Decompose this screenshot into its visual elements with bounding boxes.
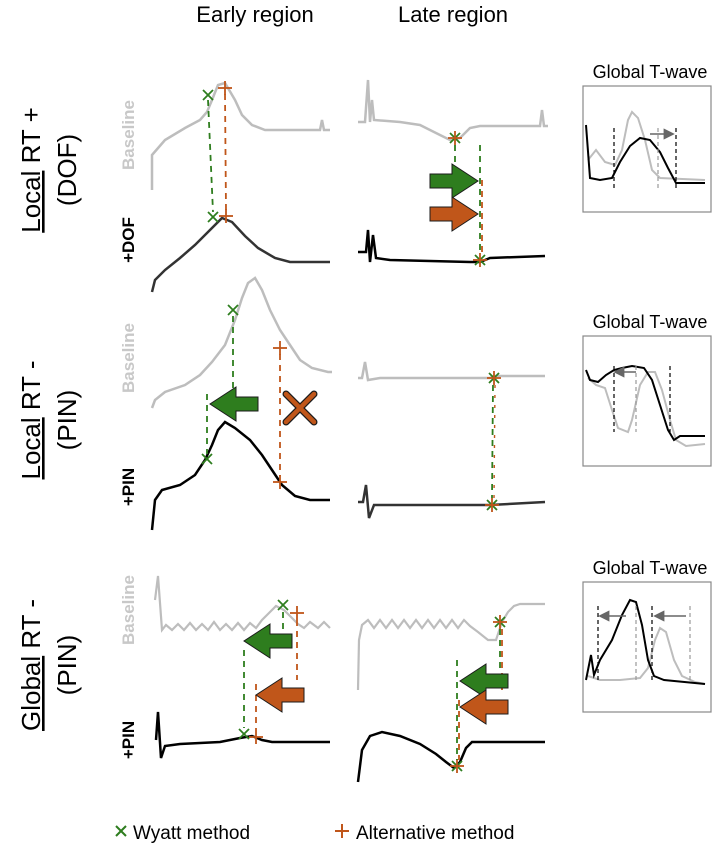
- wyatt-arrow-r3-late: [459, 663, 509, 699]
- alt-dash-r2-late: [493, 384, 496, 499]
- legend-wyatt-icon: [115, 825, 127, 837]
- global-panel-2: [582, 335, 712, 467]
- treatment-label-2: +PIN: [119, 468, 138, 506]
- row-title-2-rest: RT -: [16, 361, 46, 418]
- column-header-late: Late region: [398, 2, 508, 27]
- alt-arrow-r1-late: [429, 196, 479, 232]
- trace-r2-late-treatment: [358, 484, 546, 519]
- trace-r2-late-baseline: [358, 361, 545, 382]
- baseline-label-1: Baseline: [119, 100, 138, 170]
- wyatt-arrow-r2-early: [209, 386, 259, 422]
- invalid-cross-r2: [282, 390, 318, 426]
- wyatt-marker-r1-early-treatment: [207, 211, 219, 223]
- row-subtitle-1: (DOF): [52, 134, 82, 206]
- alt-marker-r3-early-treatment: [248, 729, 264, 745]
- trace-r1-early-baseline: [150, 81, 330, 190]
- trace-r3-late-baseline: [356, 602, 545, 691]
- legend-alternative-label: Alternative method: [356, 823, 514, 844]
- trace-r3-late-treatment: [356, 730, 545, 783]
- global-trace-2-baseline: [587, 371, 706, 448]
- treatment-label-3: +PIN: [119, 721, 138, 759]
- row-title-3: Global RT -: [16, 599, 46, 731]
- alt-arrow-r3-late: [459, 689, 509, 725]
- column-header-early: Early region: [196, 2, 313, 27]
- wyatt-arrow-r3-early: [243, 623, 293, 659]
- wyatt-dash-r1-early: [207, 99, 214, 213]
- wyatt-marker-r2-early-baseline: [227, 304, 239, 316]
- trace-r3-early-treatment: [154, 711, 330, 759]
- row-title-1-underlined: Local: [16, 171, 46, 233]
- row-title-2: Local RT -: [16, 361, 46, 480]
- global-trace-1-baseline: [587, 110, 706, 181]
- row-title-3-underlined: Global: [16, 656, 46, 731]
- alt-marker-r2-early-baseline: [272, 340, 288, 356]
- row-title-1: Local RT +: [16, 107, 46, 233]
- global-panel-title-1: Global T-wave: [593, 62, 708, 82]
- trace-r1-late-baseline: [358, 79, 548, 142]
- legend-wyatt-label: Wyatt method: [133, 823, 250, 844]
- trace-r2-early-treatment: [150, 420, 330, 531]
- wyatt-dash-r2-late: [491, 384, 494, 499]
- alt-arrow-r3-early: [255, 677, 305, 713]
- trace-r1-late-treatment: [358, 229, 546, 264]
- row-title-3-rest: RT -: [16, 599, 46, 656]
- trace-r1-early-treatment: [150, 216, 330, 293]
- global-panel-title-3: Global T-wave: [593, 558, 708, 578]
- row-title-1-rest: RT +: [16, 107, 46, 170]
- legend-alternative-icon: [334, 823, 350, 839]
- global-trace-1-treatment: [585, 124, 705, 184]
- alt-dash-r1-early: [224, 93, 227, 211]
- baseline-label-2: Baseline: [119, 323, 138, 393]
- global-panel-title-2: Global T-wave: [593, 312, 708, 332]
- trace-r2-early-baseline: [150, 276, 332, 409]
- global-trace-3-baseline: [587, 626, 706, 685]
- global-panel-3: [582, 581, 712, 713]
- row-subtitle-3: (PIN): [52, 635, 82, 696]
- row-title-2-underlined: Local: [16, 417, 46, 479]
- baseline-label-3: Baseline: [119, 575, 138, 645]
- wyatt-arrow-r1-late: [429, 163, 479, 199]
- trace-r3-early-baseline: [153, 575, 331, 633]
- treatment-label-1: +DOF: [119, 217, 138, 263]
- wyatt-marker-r1-early-baseline: [202, 89, 214, 101]
- global-trace-3-treatment: [585, 598, 706, 685]
- row-subtitle-2: (PIN): [52, 390, 82, 451]
- global-trace-2-treatment: [585, 364, 705, 442]
